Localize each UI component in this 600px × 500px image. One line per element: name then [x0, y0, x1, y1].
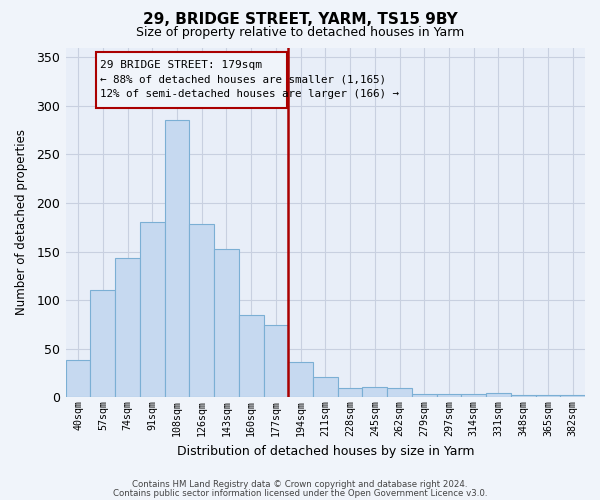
Bar	[288, 362, 313, 398]
Bar	[486, 392, 511, 398]
Bar	[313, 377, 338, 398]
Bar	[560, 396, 585, 398]
Bar	[461, 394, 486, 398]
Bar	[91, 290, 115, 398]
Bar	[536, 396, 560, 398]
Bar	[239, 315, 263, 398]
Bar	[263, 326, 288, 398]
Text: Contains public sector information licensed under the Open Government Licence v3: Contains public sector information licen…	[113, 488, 487, 498]
Bar	[387, 388, 412, 398]
Text: Contains HM Land Registry data © Crown copyright and database right 2024.: Contains HM Land Registry data © Crown c…	[132, 480, 468, 489]
Bar	[511, 396, 536, 398]
Bar	[338, 388, 362, 398]
Text: Size of property relative to detached houses in Yarm: Size of property relative to detached ho…	[136, 26, 464, 39]
Bar	[66, 360, 91, 398]
Text: ← 88% of detached houses are smaller (1,165): ← 88% of detached houses are smaller (1,…	[100, 74, 386, 85]
Bar	[164, 120, 190, 398]
Bar	[412, 394, 437, 398]
Bar	[214, 248, 239, 398]
Bar	[115, 258, 140, 398]
Bar	[362, 386, 387, 398]
Bar	[190, 224, 214, 398]
Y-axis label: Number of detached properties: Number of detached properties	[15, 130, 28, 316]
X-axis label: Distribution of detached houses by size in Yarm: Distribution of detached houses by size …	[176, 444, 474, 458]
FancyBboxPatch shape	[96, 52, 287, 108]
Bar	[140, 222, 164, 398]
Text: 12% of semi-detached houses are larger (166) →: 12% of semi-detached houses are larger (…	[100, 90, 398, 100]
Bar	[437, 394, 461, 398]
Text: 29, BRIDGE STREET, YARM, TS15 9BY: 29, BRIDGE STREET, YARM, TS15 9BY	[143, 12, 457, 28]
Text: 29 BRIDGE STREET: 179sqm: 29 BRIDGE STREET: 179sqm	[100, 60, 262, 70]
